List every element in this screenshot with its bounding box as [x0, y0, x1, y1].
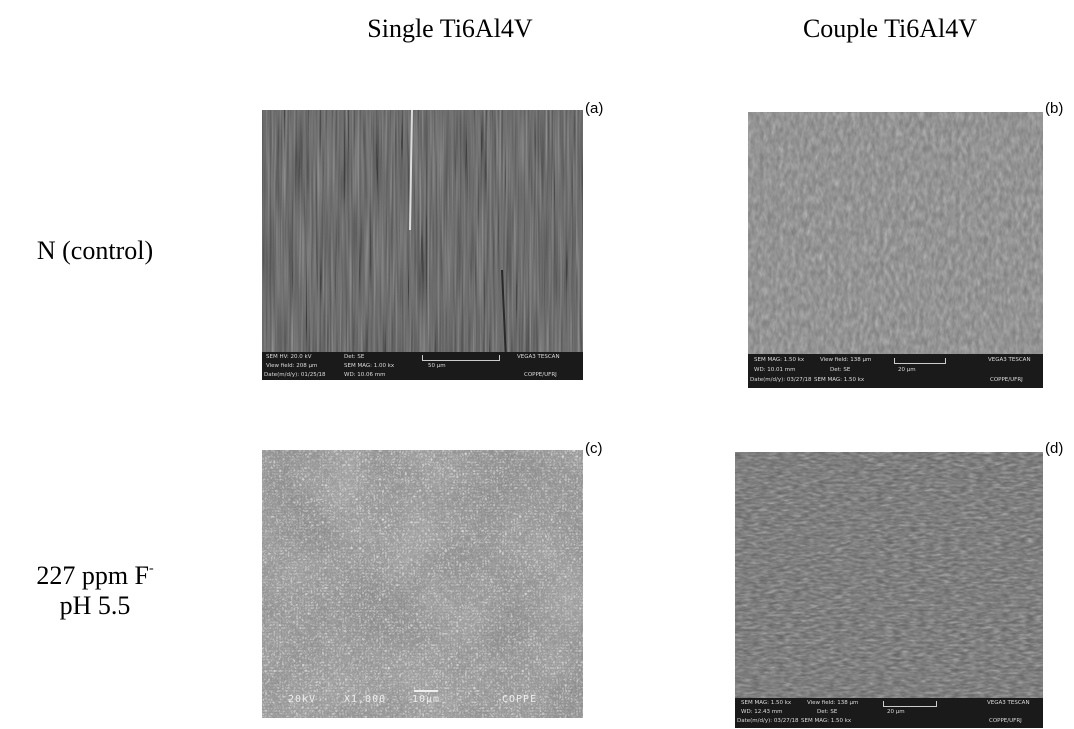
superscript: - [149, 561, 154, 576]
row-label-line: 227 ppm F- [15, 554, 175, 591]
info-text: WD: 10.06 mm [344, 372, 385, 378]
info-text: COPPE/UFRJ [524, 372, 557, 378]
info-text: SEM MAG: 1.50 kx [754, 357, 804, 363]
sem-texture [262, 110, 583, 380]
info-text: View field: 138 µm [807, 700, 858, 706]
panel-label: (a) [585, 100, 603, 117]
info-text: Date(m/d/y): 01/25/18 [264, 372, 326, 378]
info-text: View field: 138 µm [820, 357, 871, 363]
info-text: VEGA3 TESCAN [987, 700, 1030, 706]
info-text: Det: SE [344, 354, 364, 360]
sem-image: 20kV X1,000 10µm COPPE [262, 450, 583, 718]
info-text: VEGA3 TESCAN [988, 357, 1031, 363]
sem-texture [748, 112, 1043, 388]
column-header: Couple Ti6Al4V [770, 14, 1010, 44]
overlay-text: 10µm [412, 694, 440, 705]
info-bar: SEM HV: 20.0 kV Det: SE VEGA3 TESCAN Vie… [262, 352, 583, 380]
panel-label: (b) [1045, 100, 1063, 117]
panel-label: (d) [1045, 440, 1063, 457]
sem-image: SEM MAG: 1.50 kx View field: 138 µm VEGA… [735, 452, 1043, 728]
info-text: 20 µm [887, 709, 905, 715]
overlay-text: 20kV [288, 694, 316, 705]
column-header: Single Ti6Al4V [330, 14, 570, 44]
scale-bar [422, 355, 500, 361]
info-text: SEM MAG: 1.50 kx [801, 718, 851, 724]
info-text: Date(m/d/y): 03/27/18 [750, 377, 812, 383]
info-text: COPPE/UFRJ [989, 718, 1022, 724]
info-text: WD: 10.01 mm [754, 367, 795, 373]
overlay-text: COPPE [502, 694, 537, 705]
info-bar: SEM MAG: 1.50 kx View field: 138 µm VEGA… [748, 354, 1043, 388]
info-text: SEM MAG: 1.50 kx [741, 700, 791, 706]
row-label: N (control) [20, 236, 170, 266]
info-text: SEM HV: 20.0 kV [266, 354, 311, 360]
scale-bar [414, 690, 438, 692]
panel-label: (c) [585, 440, 603, 457]
info-text: SEM MAG: 1.00 kx [344, 363, 394, 369]
info-text: WD: 12.43 mm [741, 709, 782, 715]
scale-bar [883, 701, 937, 707]
info-text: COPPE/UFRJ [990, 377, 1023, 383]
info-text: View field: 208 µm [266, 363, 317, 369]
row-label: 227 ppm F- pH 5.5 [15, 554, 175, 621]
sem-image: SEM HV: 20.0 kV Det: SE VEGA3 TESCAN Vie… [262, 110, 583, 380]
row-label-line: pH 5.5 [15, 591, 175, 621]
info-text: 20 µm [898, 367, 916, 373]
info-text: VEGA3 TESCAN [517, 354, 560, 360]
info-text: Det: SE [817, 709, 837, 715]
info-bar: SEM MAG: 1.50 kx View field: 138 µm VEGA… [735, 698, 1043, 728]
row-label-text: 227 ppm F [36, 561, 149, 590]
sem-texture [262, 450, 583, 718]
row-label-line: N (control) [37, 236, 153, 265]
overlay-text: X1,000 [344, 694, 386, 705]
sem-texture [735, 452, 1043, 728]
info-text: SEM MAG: 1.50 kx [814, 377, 864, 383]
sem-image: SEM MAG: 1.50 kx View field: 138 µm VEGA… [748, 112, 1043, 388]
info-text: Date(m/d/y): 03/27/18 [737, 718, 799, 724]
info-text: Det: SE [830, 367, 850, 373]
scale-bar [894, 358, 946, 364]
info-text: 50 µm [428, 363, 446, 369]
figure: Single Ti6Al4V Couple Ti6Al4V N (control… [0, 0, 1074, 729]
